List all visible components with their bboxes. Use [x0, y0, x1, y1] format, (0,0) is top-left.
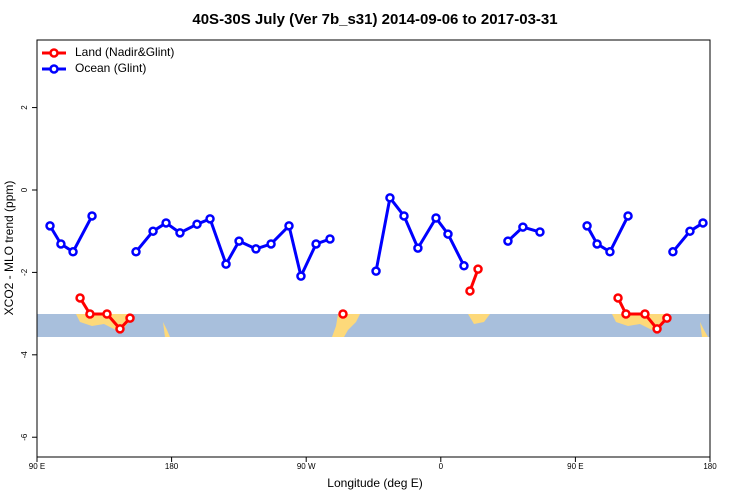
data-point — [623, 211, 633, 221]
data-point — [56, 239, 66, 249]
data-point — [431, 213, 441, 223]
data-point — [85, 309, 95, 319]
legend-marker — [49, 48, 59, 58]
data-point — [175, 228, 185, 238]
data-point — [234, 236, 244, 246]
ocean-strip — [37, 314, 710, 337]
data-point — [131, 247, 141, 257]
series-line — [48, 194, 704, 281]
data-point — [535, 227, 545, 237]
data-point — [115, 324, 125, 334]
data-point — [296, 271, 306, 281]
data-point — [338, 309, 348, 319]
data-point — [87, 211, 97, 221]
y-tick-label: 2 — [20, 105, 29, 110]
legend-label: Land (Nadir&Glint) — [75, 45, 174, 59]
data-point — [652, 324, 662, 334]
data-point — [311, 239, 321, 249]
y-tick-label: -6 — [20, 433, 29, 441]
data-point — [75, 293, 85, 303]
x-tick-label: 90 E — [29, 462, 45, 471]
data-point — [621, 309, 631, 319]
data-point — [148, 226, 158, 236]
data-point — [613, 293, 623, 303]
y-axis-label: XCO2 - MLO trend (ppm) — [2, 181, 16, 316]
data-point — [640, 309, 650, 319]
data-point — [125, 313, 135, 323]
data-point — [266, 239, 276, 249]
data-point — [325, 234, 335, 244]
data-point — [503, 236, 513, 246]
data-point — [582, 221, 592, 231]
chart-title: 40S-30S July (Ver 7b_s31) 2014-09-06 to … — [192, 11, 557, 28]
x-tick-label: 90 E — [567, 462, 583, 471]
data-point — [592, 239, 602, 249]
data-point — [399, 211, 409, 221]
data-point — [473, 264, 483, 274]
data-point — [668, 247, 678, 257]
data-point — [102, 309, 112, 319]
data-point — [205, 214, 215, 224]
x-tick-label: 180 — [703, 462, 717, 471]
land-shape — [332, 314, 360, 337]
data-point — [685, 226, 695, 236]
x-tick-label: 0 — [439, 462, 444, 471]
data-point — [284, 221, 294, 231]
data-point — [698, 218, 708, 228]
data-point — [251, 244, 261, 254]
legend-label: Ocean (Glint) — [75, 61, 146, 75]
land-shape — [163, 322, 170, 337]
y-tick-label: -4 — [20, 351, 29, 359]
data-point — [371, 266, 381, 276]
data-point — [45, 221, 55, 231]
data-point — [459, 261, 469, 271]
land-shape — [700, 322, 708, 337]
y-tick-label: 0 — [20, 187, 29, 192]
data-point — [518, 222, 528, 232]
x-tick-label: 180 — [165, 462, 179, 471]
plot-frame — [36, 39, 711, 458]
data-point — [161, 218, 171, 228]
map-strip — [37, 314, 710, 337]
land-shape — [468, 314, 490, 324]
data-point — [192, 219, 202, 229]
data-point — [465, 286, 475, 296]
data-point — [385, 193, 395, 203]
y-tick-label: -2 — [20, 268, 29, 276]
data-point — [605, 247, 615, 257]
data-point — [662, 313, 672, 323]
data-point — [221, 259, 231, 269]
x-axis-label: Longitude (deg E) — [327, 476, 422, 490]
x-tick-label: 90 W — [297, 462, 316, 471]
data-point — [413, 243, 423, 253]
legend-marker — [49, 64, 59, 74]
data-point — [443, 229, 453, 239]
data-point — [68, 247, 78, 257]
